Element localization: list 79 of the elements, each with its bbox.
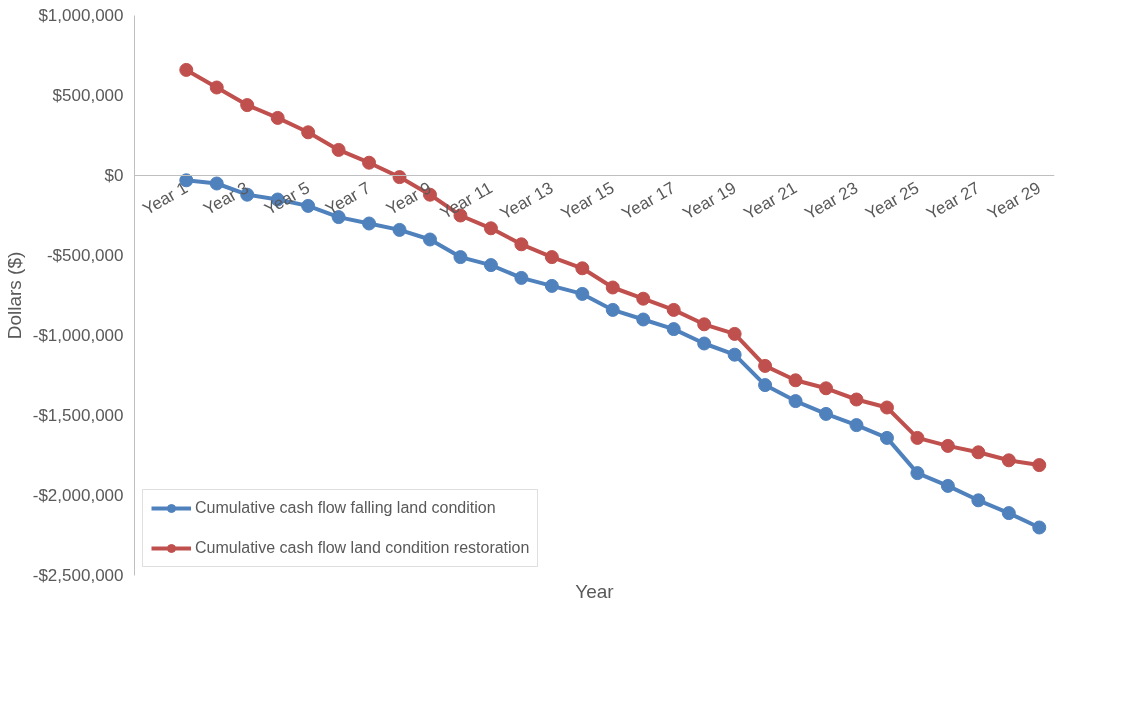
point	[209, 176, 224, 191]
x-tick-label: Year 25	[862, 178, 923, 224]
point	[575, 261, 590, 276]
point	[362, 216, 377, 231]
point	[331, 142, 346, 157]
y-tick-label: $1,000,000	[38, 6, 124, 25]
point	[392, 222, 407, 237]
x-tick-label: Year 7	[322, 178, 374, 219]
point	[697, 317, 712, 332]
point	[819, 406, 834, 421]
x-tick-label: Year 29	[984, 178, 1044, 224]
point	[1001, 506, 1016, 521]
y-tick-label: -$1,500,000	[32, 406, 124, 425]
x-tick-label: Year 5	[261, 178, 313, 219]
point	[758, 358, 773, 373]
x-tick-label: Year 3	[200, 178, 252, 219]
x-tick-label: Year 9	[383, 178, 435, 219]
point	[514, 270, 529, 285]
point	[483, 221, 498, 236]
x-tick-label: Year 27	[923, 178, 984, 224]
point	[544, 250, 559, 265]
point	[483, 258, 498, 273]
point	[819, 381, 834, 396]
y-tick-label: $0	[104, 166, 124, 185]
y-tick-label: -$2,500,000	[32, 566, 124, 585]
point	[575, 286, 590, 301]
point	[940, 478, 955, 493]
x-tick-label: Year 19	[679, 178, 740, 224]
point	[666, 302, 681, 317]
point	[940, 438, 955, 453]
x-tick-label: Year 11	[436, 178, 496, 223]
point	[605, 280, 620, 295]
point	[849, 392, 864, 407]
point	[209, 80, 224, 95]
point	[879, 400, 894, 415]
x-tick-label: Year 21	[740, 178, 801, 224]
point	[971, 493, 986, 508]
y-tick-label: -$1,000,000	[32, 326, 124, 345]
legend-label: Cumulative cash flow land condition restoration	[195, 539, 530, 557]
x-tick-label: Year 15	[557, 178, 618, 224]
point	[453, 250, 468, 265]
point	[514, 237, 529, 252]
point	[636, 291, 651, 306]
y-axis-title: Dollars ($)	[3, 251, 25, 340]
legend-label: Cumulative cash flow falling land condition	[195, 499, 496, 517]
point	[605, 302, 620, 317]
point	[758, 378, 773, 393]
point	[788, 373, 803, 388]
point	[362, 155, 377, 170]
point	[727, 347, 742, 362]
y-tick-label: -$2,000,000	[32, 486, 124, 505]
point	[788, 394, 803, 409]
point	[666, 322, 681, 337]
point	[544, 278, 559, 293]
point	[392, 170, 407, 185]
point	[697, 336, 712, 351]
point	[636, 312, 651, 327]
point	[879, 430, 894, 445]
x-tick-label: Year 13	[496, 178, 557, 224]
y-tick-label: -$500,000	[46, 246, 124, 265]
x-tick-label: Year 23	[801, 178, 862, 224]
x-tick-label: Year 1	[139, 178, 192, 219]
point	[301, 198, 316, 213]
point	[179, 62, 194, 77]
point	[270, 110, 285, 125]
x-tick-label: Year 17	[618, 178, 679, 224]
point	[1001, 453, 1016, 468]
x-axis-title: Year	[575, 580, 615, 602]
point	[240, 98, 255, 113]
point	[301, 125, 316, 140]
point	[727, 326, 742, 341]
point	[971, 445, 986, 460]
point	[910, 466, 925, 481]
point	[1032, 458, 1047, 473]
y-tick-label: $500,000	[52, 86, 124, 105]
point	[423, 232, 437, 247]
point	[849, 418, 864, 433]
point	[1032, 520, 1047, 535]
point	[910, 430, 925, 445]
